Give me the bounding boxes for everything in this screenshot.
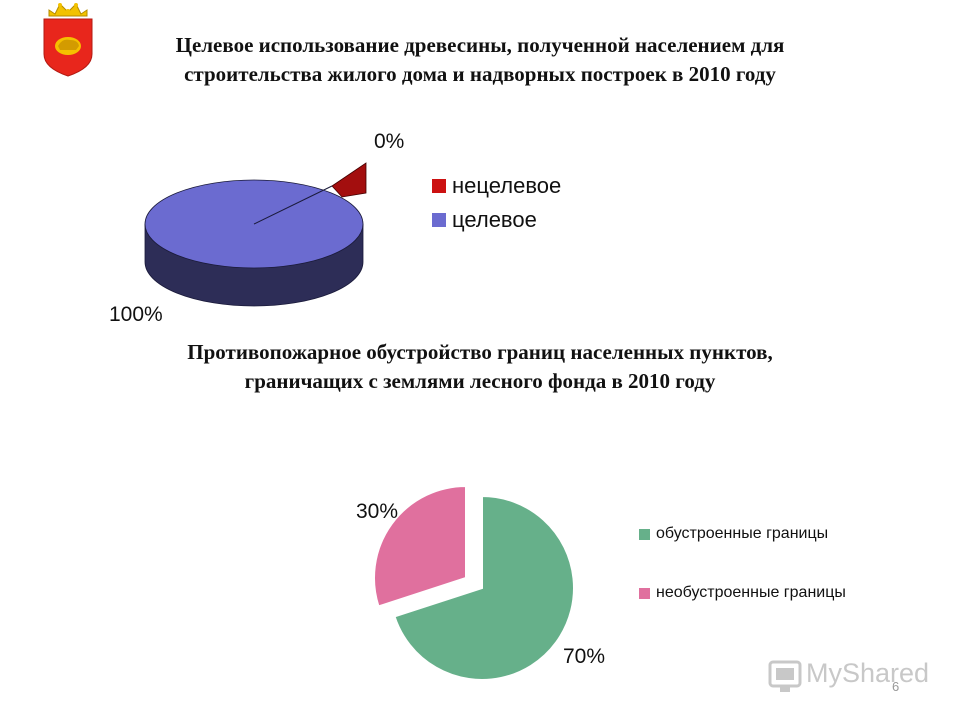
chart2-slice-label-unequipped: 30%	[356, 500, 399, 523]
chart1-legend-label-nontarget: нецелевое	[452, 173, 562, 198]
coat-of-arms-logo	[43, 3, 93, 77]
chart2-legend-label-equipped: обустроенные границы	[656, 525, 829, 542]
chart1-legend-swatch-nontarget	[432, 179, 446, 193]
chart2-legend-swatch-equipped	[639, 528, 650, 540]
chart1-title-line-1: Целевое использование древесины, получен…	[175, 33, 785, 57]
watermark-brand: MyShared	[806, 658, 930, 688]
chart2-legend-swatch-unequipped	[639, 587, 650, 599]
chart1-slice-divider	[253, 185, 333, 225]
chart1-legend-swatch-target	[432, 213, 446, 227]
myshared-watermark-icon	[768, 660, 802, 692]
chart2-slice-equipped	[393, 494, 575, 681]
chart2-slice-label-equipped: 70%	[563, 645, 606, 668]
chart1-slice-label-target: 100%	[109, 303, 163, 326]
chart1-legend-label-target: целевое	[452, 207, 537, 232]
chart2-title-line-1: Противопожарное обустройство границ насе…	[187, 340, 773, 364]
chart1-slice-target	[144, 179, 364, 269]
chart2-legend-item-equipped: обустроенные границы	[639, 525, 828, 543]
chart2-legend-label-unequipped: необустроенные границы	[656, 584, 846, 601]
chart1-title: Целевое использование древесины, получен…	[0, 31, 960, 89]
chart1-legend-item-nontarget: нецелевое	[432, 173, 561, 199]
chart1-title-line-2: строительства жилого дома и надворных по…	[184, 62, 776, 86]
chart2-title-line-2: граничащих с землями лесного фонда в 201…	[244, 369, 716, 393]
chart1-slice-target-side	[144, 223, 364, 307]
chart2-legend-item-unequipped: необустроенные границы	[639, 584, 846, 602]
chart1-legend-item-target: целевое	[432, 207, 537, 233]
chart1-slice-nontarget	[331, 162, 367, 198]
page-number: 6	[892, 679, 900, 694]
chart1-slice-label-nontarget: 0%	[374, 130, 405, 153]
chart2-title: Противопожарное обустройство границ насе…	[0, 338, 960, 396]
